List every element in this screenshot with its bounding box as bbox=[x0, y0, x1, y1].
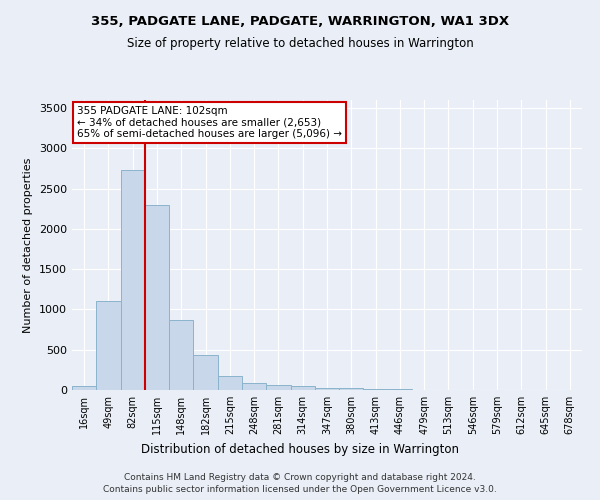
Bar bbox=[96, 302, 121, 390]
Bar bbox=[339, 388, 364, 390]
Bar bbox=[72, 386, 96, 390]
Bar bbox=[169, 320, 193, 390]
Text: Contains public sector information licensed under the Open Government Licence v3: Contains public sector information licen… bbox=[103, 485, 497, 494]
Bar bbox=[242, 383, 266, 390]
Text: 355 PADGATE LANE: 102sqm
← 34% of detached houses are smaller (2,653)
65% of sem: 355 PADGATE LANE: 102sqm ← 34% of detach… bbox=[77, 106, 342, 139]
Bar bbox=[145, 204, 169, 390]
Bar bbox=[266, 385, 290, 390]
Text: 355, PADGATE LANE, PADGATE, WARRINGTON, WA1 3DX: 355, PADGATE LANE, PADGATE, WARRINGTON, … bbox=[91, 15, 509, 28]
Bar bbox=[315, 388, 339, 390]
Bar bbox=[364, 389, 388, 390]
Text: Distribution of detached houses by size in Warrington: Distribution of detached houses by size … bbox=[141, 442, 459, 456]
Bar bbox=[121, 170, 145, 390]
Bar bbox=[193, 356, 218, 390]
Bar bbox=[388, 389, 412, 390]
Bar bbox=[290, 386, 315, 390]
Bar bbox=[218, 376, 242, 390]
Text: Contains HM Land Registry data © Crown copyright and database right 2024.: Contains HM Land Registry data © Crown c… bbox=[124, 472, 476, 482]
Y-axis label: Number of detached properties: Number of detached properties bbox=[23, 158, 34, 332]
Text: Size of property relative to detached houses in Warrington: Size of property relative to detached ho… bbox=[127, 38, 473, 51]
